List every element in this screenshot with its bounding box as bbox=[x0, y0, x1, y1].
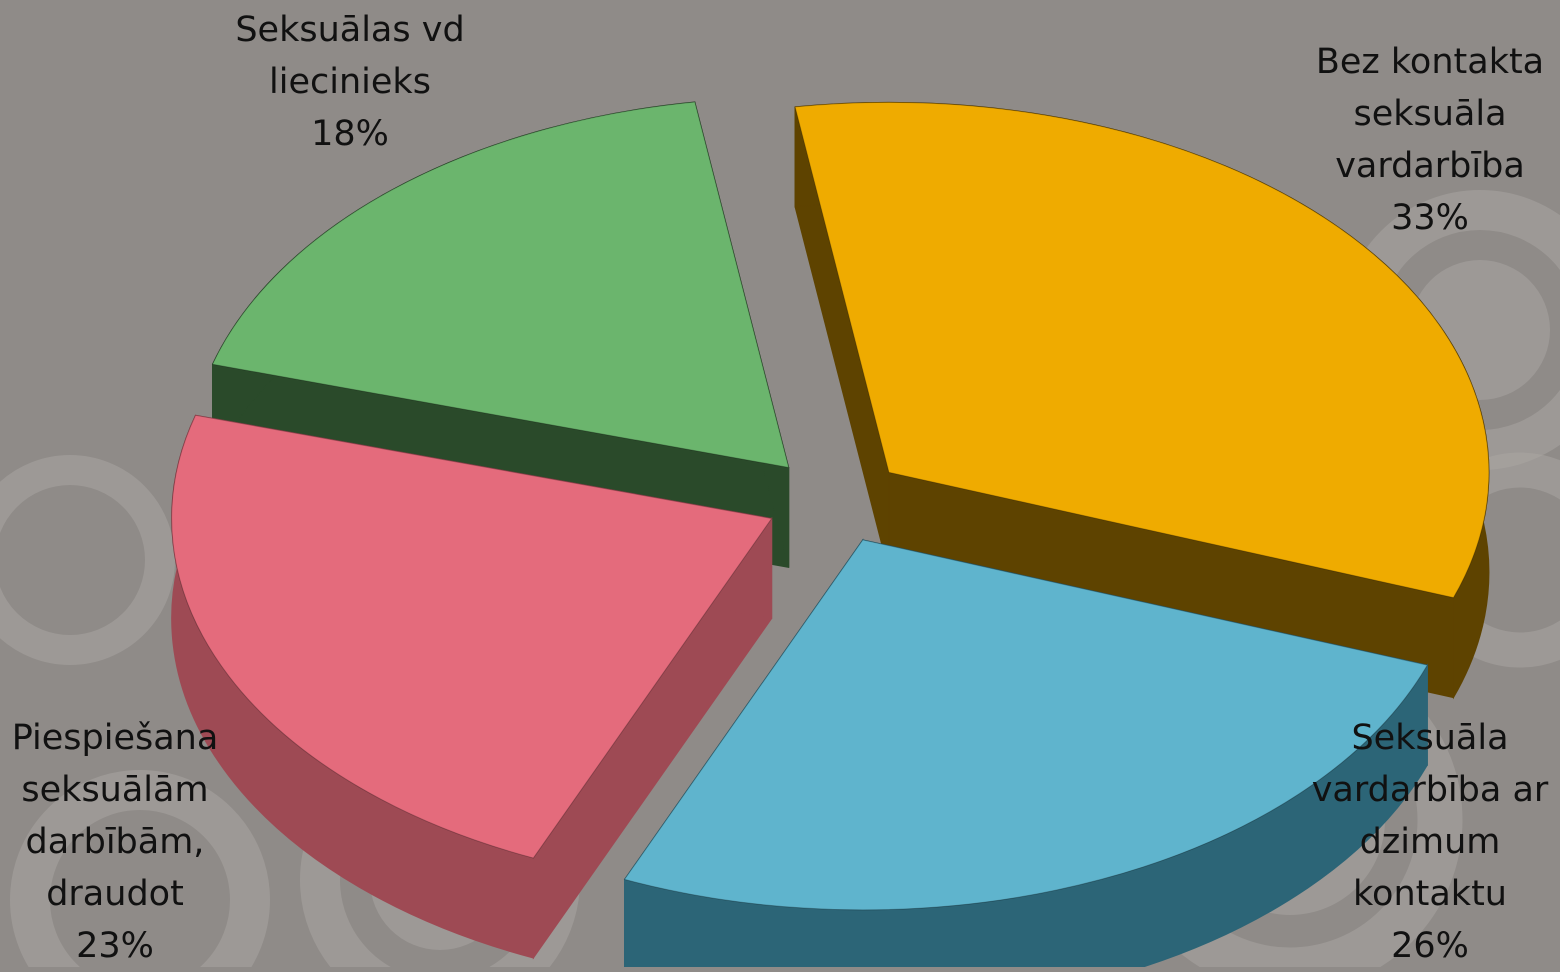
slice-percent: 26% bbox=[1391, 926, 1469, 966]
slice-label-line: seksuāla bbox=[1353, 94, 1507, 134]
slice-label-line: darbībām, bbox=[25, 822, 205, 862]
slice-label-line: liecinieks bbox=[269, 62, 431, 102]
pie-slice-1 bbox=[794, 101, 1490, 599]
slice-percent: 33% bbox=[1391, 198, 1469, 238]
slice-label-line: kontaktu bbox=[1353, 874, 1507, 914]
slice-label-line: Seksuāla bbox=[1351, 718, 1509, 758]
slice-label-line: draudot bbox=[46, 874, 184, 914]
slice-percent: 18% bbox=[311, 114, 389, 154]
pie-slice-4 bbox=[211, 101, 790, 469]
slice-label-line: seksuālām bbox=[21, 770, 209, 810]
slice-label-line: Piespiešana bbox=[11, 718, 219, 758]
slice-label-line: Bez kontakta bbox=[1315, 42, 1545, 82]
slice-label-3: Piespiešana seksuālām darbībām, draudot 23% bbox=[0, 712, 230, 972]
slice-label-line: Seksuālas vd bbox=[235, 10, 465, 50]
pie-slice-3 bbox=[171, 414, 773, 859]
slice-percent: 23% bbox=[76, 926, 154, 966]
slice-label-line: vardarbība ar bbox=[1311, 770, 1549, 810]
slice-label-1: Bez kontakta seksuāla vardarbība 33% bbox=[1300, 36, 1560, 244]
pie-slice-2 bbox=[623, 539, 1429, 911]
slice-label-line: dzimum bbox=[1359, 822, 1501, 862]
slice-label-4: Seksuālas vd liecinieks 18% bbox=[220, 4, 480, 160]
slice-label-line: vardarbība bbox=[1335, 146, 1525, 186]
slice-label-2: Seksuāla vardarbība ar dzimum kontaktu 26% bbox=[1300, 712, 1560, 972]
